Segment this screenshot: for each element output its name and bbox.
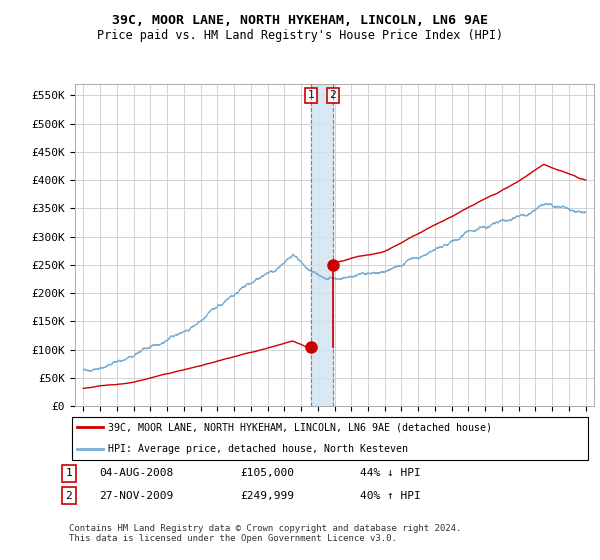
Text: 39C, MOOR LANE, NORTH HYKEHAM, LINCOLN, LN6 9AE (detached house): 39C, MOOR LANE, NORTH HYKEHAM, LINCOLN, …	[108, 422, 492, 432]
FancyBboxPatch shape	[71, 417, 589, 460]
Text: Contains HM Land Registry data © Crown copyright and database right 2024.
This d: Contains HM Land Registry data © Crown c…	[69, 524, 461, 543]
Text: 1: 1	[65, 468, 73, 478]
Text: HPI: Average price, detached house, North Kesteven: HPI: Average price, detached house, Nort…	[108, 444, 408, 454]
Text: 2: 2	[329, 90, 336, 100]
Text: 40% ↑ HPI: 40% ↑ HPI	[360, 491, 421, 501]
Bar	[311, 84, 333, 406]
Text: Price paid vs. HM Land Registry's House Price Index (HPI): Price paid vs. HM Land Registry's House …	[97, 29, 503, 42]
Text: £249,999: £249,999	[240, 491, 294, 501]
Text: 44% ↓ HPI: 44% ↓ HPI	[360, 468, 421, 478]
Text: 04-AUG-2008: 04-AUG-2008	[99, 468, 173, 478]
Text: 1: 1	[307, 90, 314, 100]
Text: £105,000: £105,000	[240, 468, 294, 478]
Text: 2: 2	[65, 491, 73, 501]
Text: 27-NOV-2009: 27-NOV-2009	[99, 491, 173, 501]
Text: 39C, MOOR LANE, NORTH HYKEHAM, LINCOLN, LN6 9AE: 39C, MOOR LANE, NORTH HYKEHAM, LINCOLN, …	[112, 14, 488, 27]
